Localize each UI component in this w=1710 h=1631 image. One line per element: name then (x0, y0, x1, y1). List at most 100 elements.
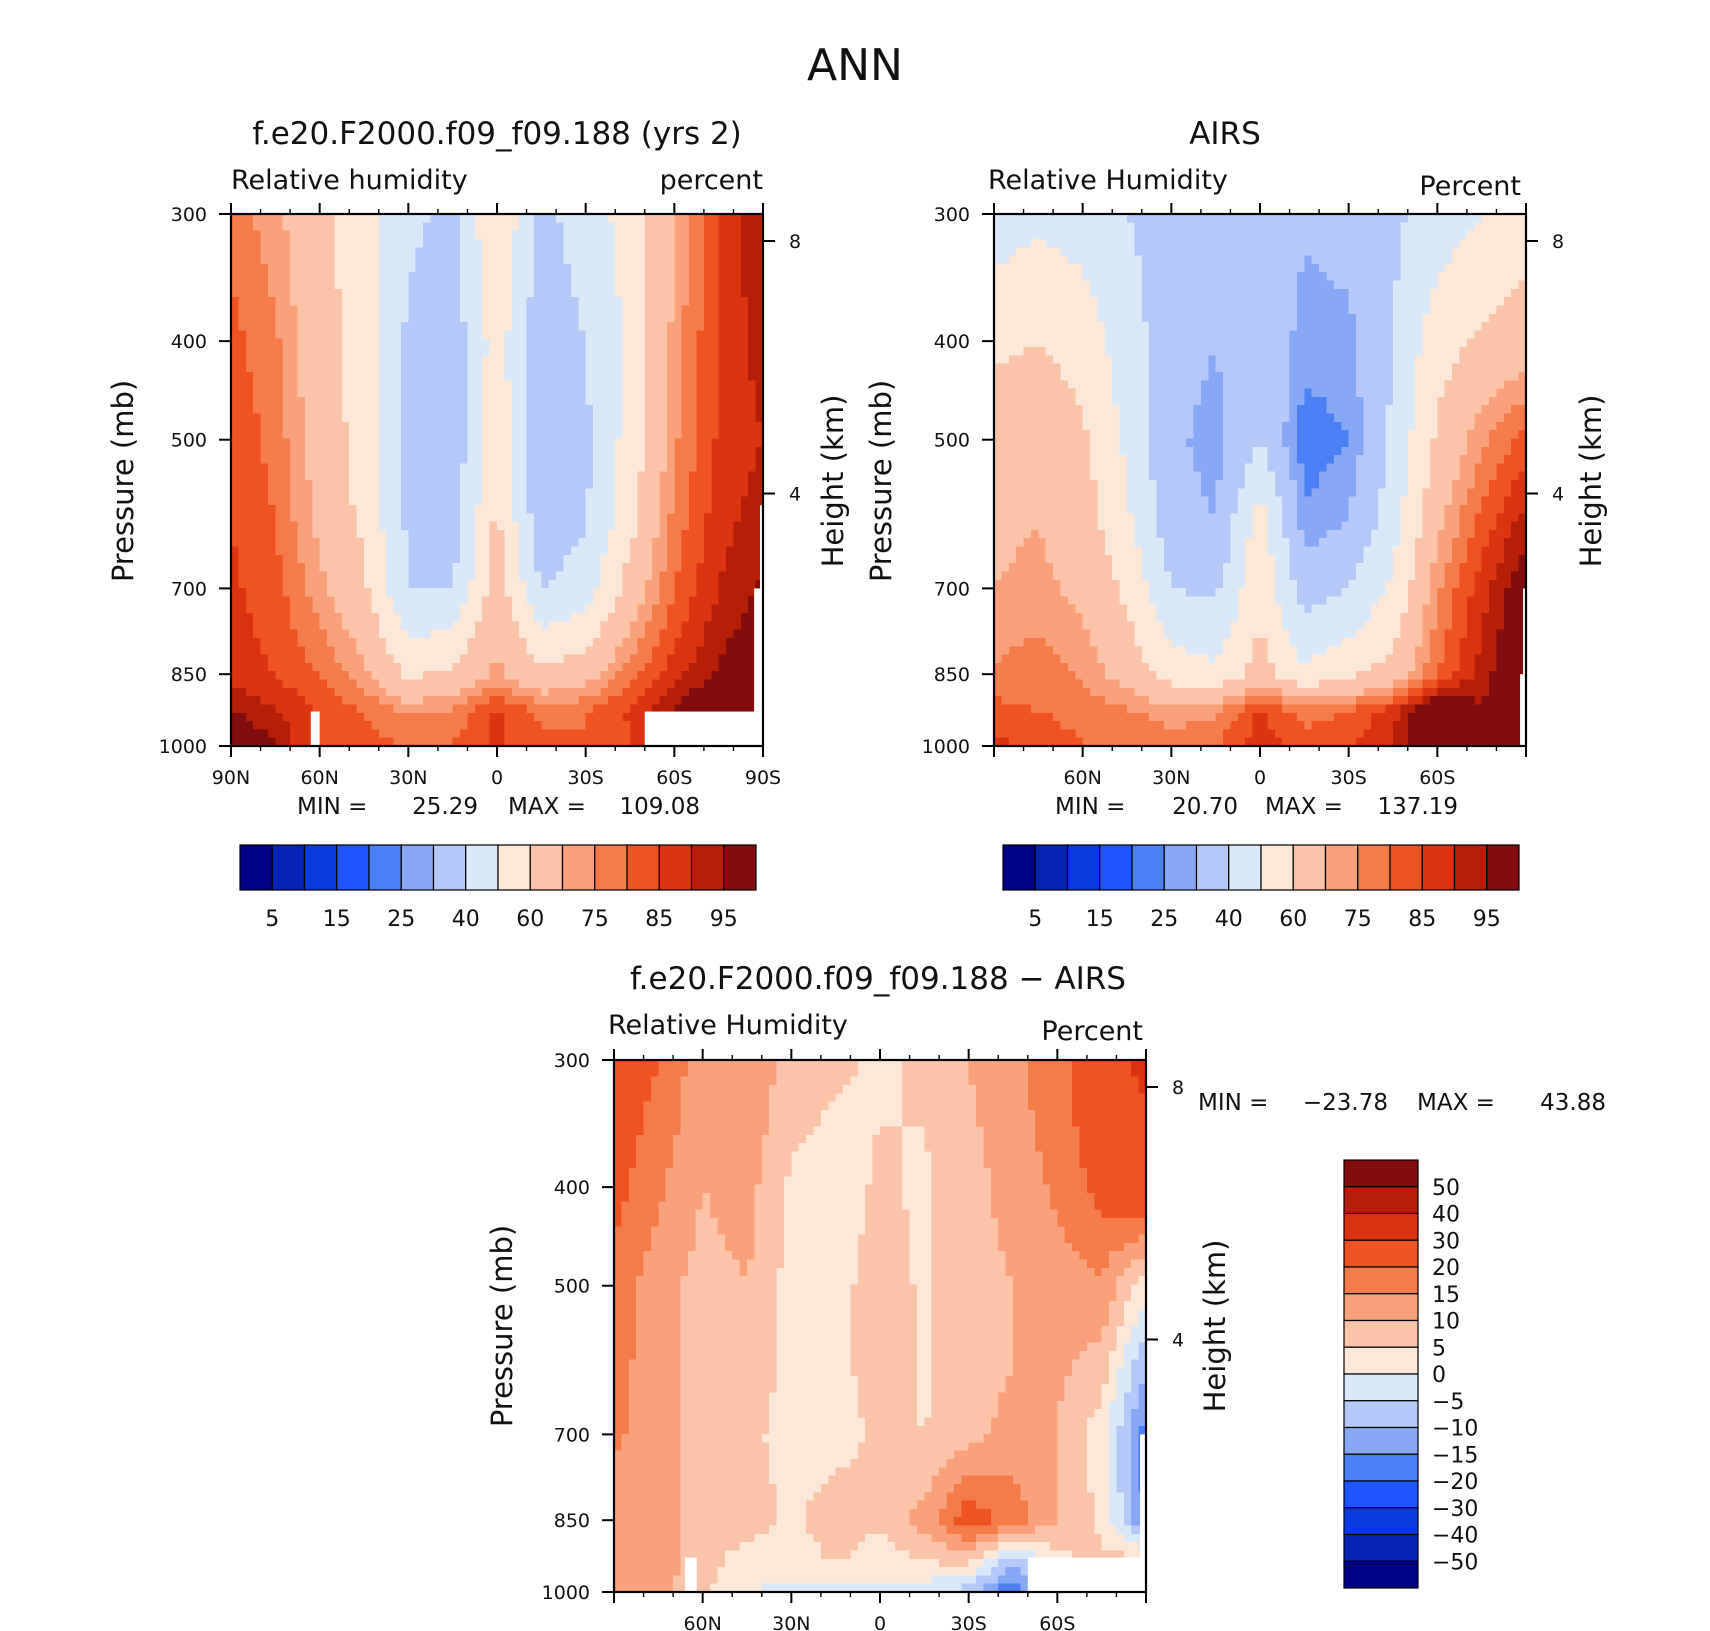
contour-cell (526, 721, 535, 730)
contour-cell (563, 247, 572, 257)
contour-cell (231, 613, 239, 622)
contour-cell (733, 588, 742, 597)
contour-cell (585, 696, 594, 706)
contour-cell (615, 438, 624, 448)
contour-cell (681, 538, 690, 548)
contour-cell (245, 513, 254, 523)
contour-cell (519, 288, 528, 298)
contour-cell (282, 380, 291, 390)
contour-cell (1067, 230, 1076, 240)
contour-cell (1075, 214, 1084, 223)
contour-cell (541, 646, 550, 656)
contour-cell (275, 214, 284, 223)
contour-cell (563, 571, 572, 581)
contour-cell (696, 280, 705, 290)
contour-cell (497, 355, 505, 365)
contour-cell (1193, 230, 1202, 240)
contour-cell (238, 621, 247, 631)
contour-cell (718, 263, 727, 273)
contour-cell (460, 455, 469, 464)
contour-cell (253, 662, 262, 672)
contour-cell (497, 704, 505, 714)
contour-cell (489, 554, 498, 564)
contour-cell (231, 571, 239, 581)
contour-cell (408, 438, 417, 448)
contour-cell (489, 654, 498, 664)
contour-cell (400, 679, 409, 689)
contour-cell (393, 629, 402, 639)
contour-cell (334, 646, 343, 656)
contour-cell (430, 272, 439, 282)
contour-cell (1134, 238, 1143, 248)
contour-cell (563, 413, 572, 423)
contour-cell (585, 363, 594, 373)
contour-cell (238, 263, 247, 273)
contour-cell (304, 737, 313, 747)
contour-cell (231, 446, 239, 456)
contour-cell (327, 629, 336, 639)
contour-cell (696, 355, 705, 365)
contour-cell (585, 712, 594, 722)
contour-cell (445, 496, 454, 506)
contour-cell (297, 679, 306, 689)
contour-cell (400, 446, 409, 456)
contour-cell (593, 687, 602, 697)
contour-cell (615, 596, 624, 606)
contour-cell (238, 588, 247, 597)
contour-cell (681, 480, 690, 489)
contour-cell (504, 471, 513, 481)
contour-cell (467, 347, 476, 356)
contour-cell (666, 513, 675, 523)
contour-cell (282, 704, 291, 714)
contour-cell (371, 222, 380, 232)
contour-cell (659, 480, 668, 489)
contour-cell (644, 396, 653, 406)
contour-cell (563, 396, 572, 406)
contour-cell (740, 297, 749, 307)
contour-cell (467, 480, 476, 489)
contour-cell (504, 355, 513, 365)
contour-cell (327, 671, 336, 681)
contour-cell (578, 263, 587, 273)
contour-cell (482, 687, 491, 697)
contour-cell (267, 438, 276, 448)
contour-cell (600, 646, 609, 656)
contour-cell (607, 247, 616, 257)
contour-cell (593, 405, 602, 415)
contour-cell (238, 571, 247, 581)
contour-cell (637, 288, 646, 298)
contour-cell (334, 347, 343, 356)
contour-cell (563, 263, 572, 273)
contour-cell (622, 421, 631, 431)
contour-cell (570, 596, 579, 606)
contour-cell (253, 704, 262, 714)
contour-cell (275, 554, 284, 564)
contour-cell (556, 330, 565, 340)
contour-cell (1215, 230, 1224, 240)
contour-cell (327, 313, 336, 323)
contour-cell (689, 604, 698, 614)
contour-cell (238, 330, 247, 340)
contour-cell (460, 529, 469, 539)
contour-cell (615, 721, 624, 730)
contour-cell (593, 629, 602, 639)
contour-cell (408, 471, 417, 481)
contour-cell (474, 637, 483, 647)
contour-cell (231, 687, 239, 697)
contour-cell (253, 729, 262, 739)
contour-cell (548, 737, 557, 747)
contour-cell (275, 288, 284, 298)
contour-cell (659, 679, 668, 689)
contour-cell (755, 288, 764, 298)
contour-cell (563, 637, 572, 647)
contour-cell (674, 363, 683, 373)
contour-cell (504, 446, 513, 456)
contour-cell (378, 654, 387, 664)
contour-cell (696, 488, 705, 498)
contour-cell (726, 263, 735, 273)
contour-cell (570, 288, 579, 298)
y-axis-label: Pressure (mb) (485, 1225, 519, 1427)
contour-cell (689, 421, 698, 431)
contour-cell (290, 629, 299, 639)
contour-cell (437, 421, 446, 431)
